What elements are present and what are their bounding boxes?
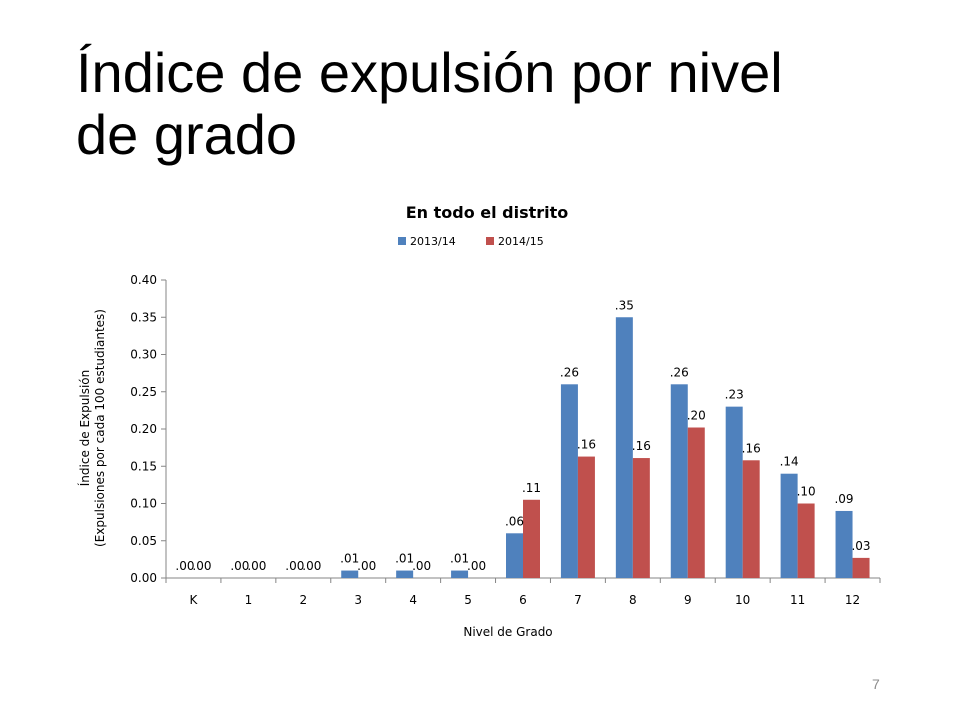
x-tick-label: 5	[464, 593, 472, 607]
data-label: .00	[357, 559, 376, 573]
x-tick-label: 10	[735, 593, 750, 607]
bar-2013-14-7	[560, 384, 578, 578]
y-tick-label: 0.15	[130, 459, 157, 473]
y-tick-label: 0.05	[130, 534, 157, 548]
chart-legend: 2013/14 2014/15	[398, 235, 544, 248]
slide-title-line-1: Índice de expulsión por nivel	[76, 41, 783, 104]
bar-2014-15-12	[852, 557, 870, 578]
y-tick-label: 0.35	[130, 310, 157, 324]
chart-title: En todo el distrito	[406, 203, 569, 222]
bar-2013-14-8	[615, 317, 633, 578]
x-axis: K 1 2 3 4 5 6 7 8 9 10 11 12	[165, 577, 881, 607]
data-label: .00	[192, 559, 211, 573]
data-label: .35	[615, 298, 634, 312]
legend-swatch-2013-14	[398, 237, 406, 245]
data-label: .11	[522, 481, 541, 495]
page-number: 7	[872, 676, 880, 692]
y-tick-label: 0.40	[130, 273, 157, 287]
data-label: .00	[247, 559, 266, 573]
data-label: .16	[577, 438, 596, 452]
x-tick-label: 1	[245, 593, 253, 607]
x-tick-label: K	[190, 593, 199, 607]
x-tick-label: 7	[574, 593, 582, 607]
x-tick-label: 11	[790, 593, 805, 607]
bar-2013-14-10	[725, 406, 743, 578]
data-labels: .00.00.00.01.01.01.06.26.35.26.23.14.09.…	[175, 298, 870, 573]
y-tick-label: 0.30	[130, 348, 157, 362]
y-axis-label-line-2: (Expulsiones por cada 100 estudiantes)	[93, 309, 107, 547]
x-axis-label: Nivel de Grado	[463, 625, 552, 639]
y-tick-label: 0.25	[130, 385, 157, 399]
data-label: .23	[725, 388, 744, 402]
data-label: .14	[780, 455, 799, 469]
data-label: .20	[687, 409, 706, 423]
data-label: .00	[412, 559, 431, 573]
x-tick-label: 9	[684, 593, 692, 607]
data-label: .00	[285, 559, 304, 573]
data-label: .00	[175, 559, 194, 573]
bar-2014-15-9	[687, 427, 705, 578]
data-label: .16	[742, 441, 761, 455]
data-label: .00	[467, 559, 486, 573]
bar-2013-14-6	[506, 533, 523, 578]
legend-label-2013-14: 2013/14	[410, 235, 456, 248]
x-tick-label: 12	[845, 593, 860, 607]
data-label: .00	[230, 559, 249, 573]
bar-2013-14-12	[835, 510, 853, 578]
bars	[341, 317, 870, 578]
bar-2014-15-10	[742, 460, 760, 578]
data-label: .06	[505, 514, 524, 528]
bar-2014-15-11	[797, 503, 815, 578]
bar-2013-14-3	[341, 570, 359, 578]
bar-2014-15-7	[577, 456, 595, 578]
y-tick-label: 0.10	[130, 497, 157, 511]
slide-title: Índice de expulsión por nivel de grado	[76, 42, 896, 166]
data-label: .00	[302, 559, 321, 573]
y-tick-label: 0.00	[130, 571, 157, 585]
slide-title-line-2: de grado	[76, 103, 298, 166]
data-label: .10	[797, 485, 816, 499]
data-label: .16	[632, 439, 651, 453]
data-label: .09	[834, 492, 853, 506]
data-label: .01	[395, 552, 414, 566]
x-tick-label: 8	[629, 593, 637, 607]
legend-swatch-2014-15	[486, 237, 494, 245]
data-label: .01	[450, 552, 469, 566]
bar-2013-14-11	[780, 473, 798, 578]
bar-2013-14-5	[451, 570, 469, 578]
x-tick-label: 6	[519, 593, 527, 607]
bar-2013-14-9	[670, 384, 688, 578]
y-axis: 0.00 0.05 0.10 0.15 0.20 0.25 0.30 0.35 0.40	[130, 273, 167, 585]
x-tick-label: 3	[354, 593, 362, 607]
legend-label-2014-15: 2014/15	[498, 235, 544, 248]
bar-2013-14-4	[396, 570, 414, 578]
x-tick-label: 4	[409, 593, 417, 607]
y-tick-label: 0.20	[130, 422, 157, 436]
data-label: .01	[340, 552, 359, 566]
data-label: .26	[560, 365, 579, 379]
y-axis-label-line-1: Índice de Expulsión	[77, 370, 92, 486]
data-label: .26	[670, 365, 689, 379]
data-label: .03	[851, 539, 870, 553]
x-tick-label: 2	[299, 593, 307, 607]
bar-2014-15-6	[523, 499, 540, 578]
bar-2014-15-8	[632, 458, 650, 578]
